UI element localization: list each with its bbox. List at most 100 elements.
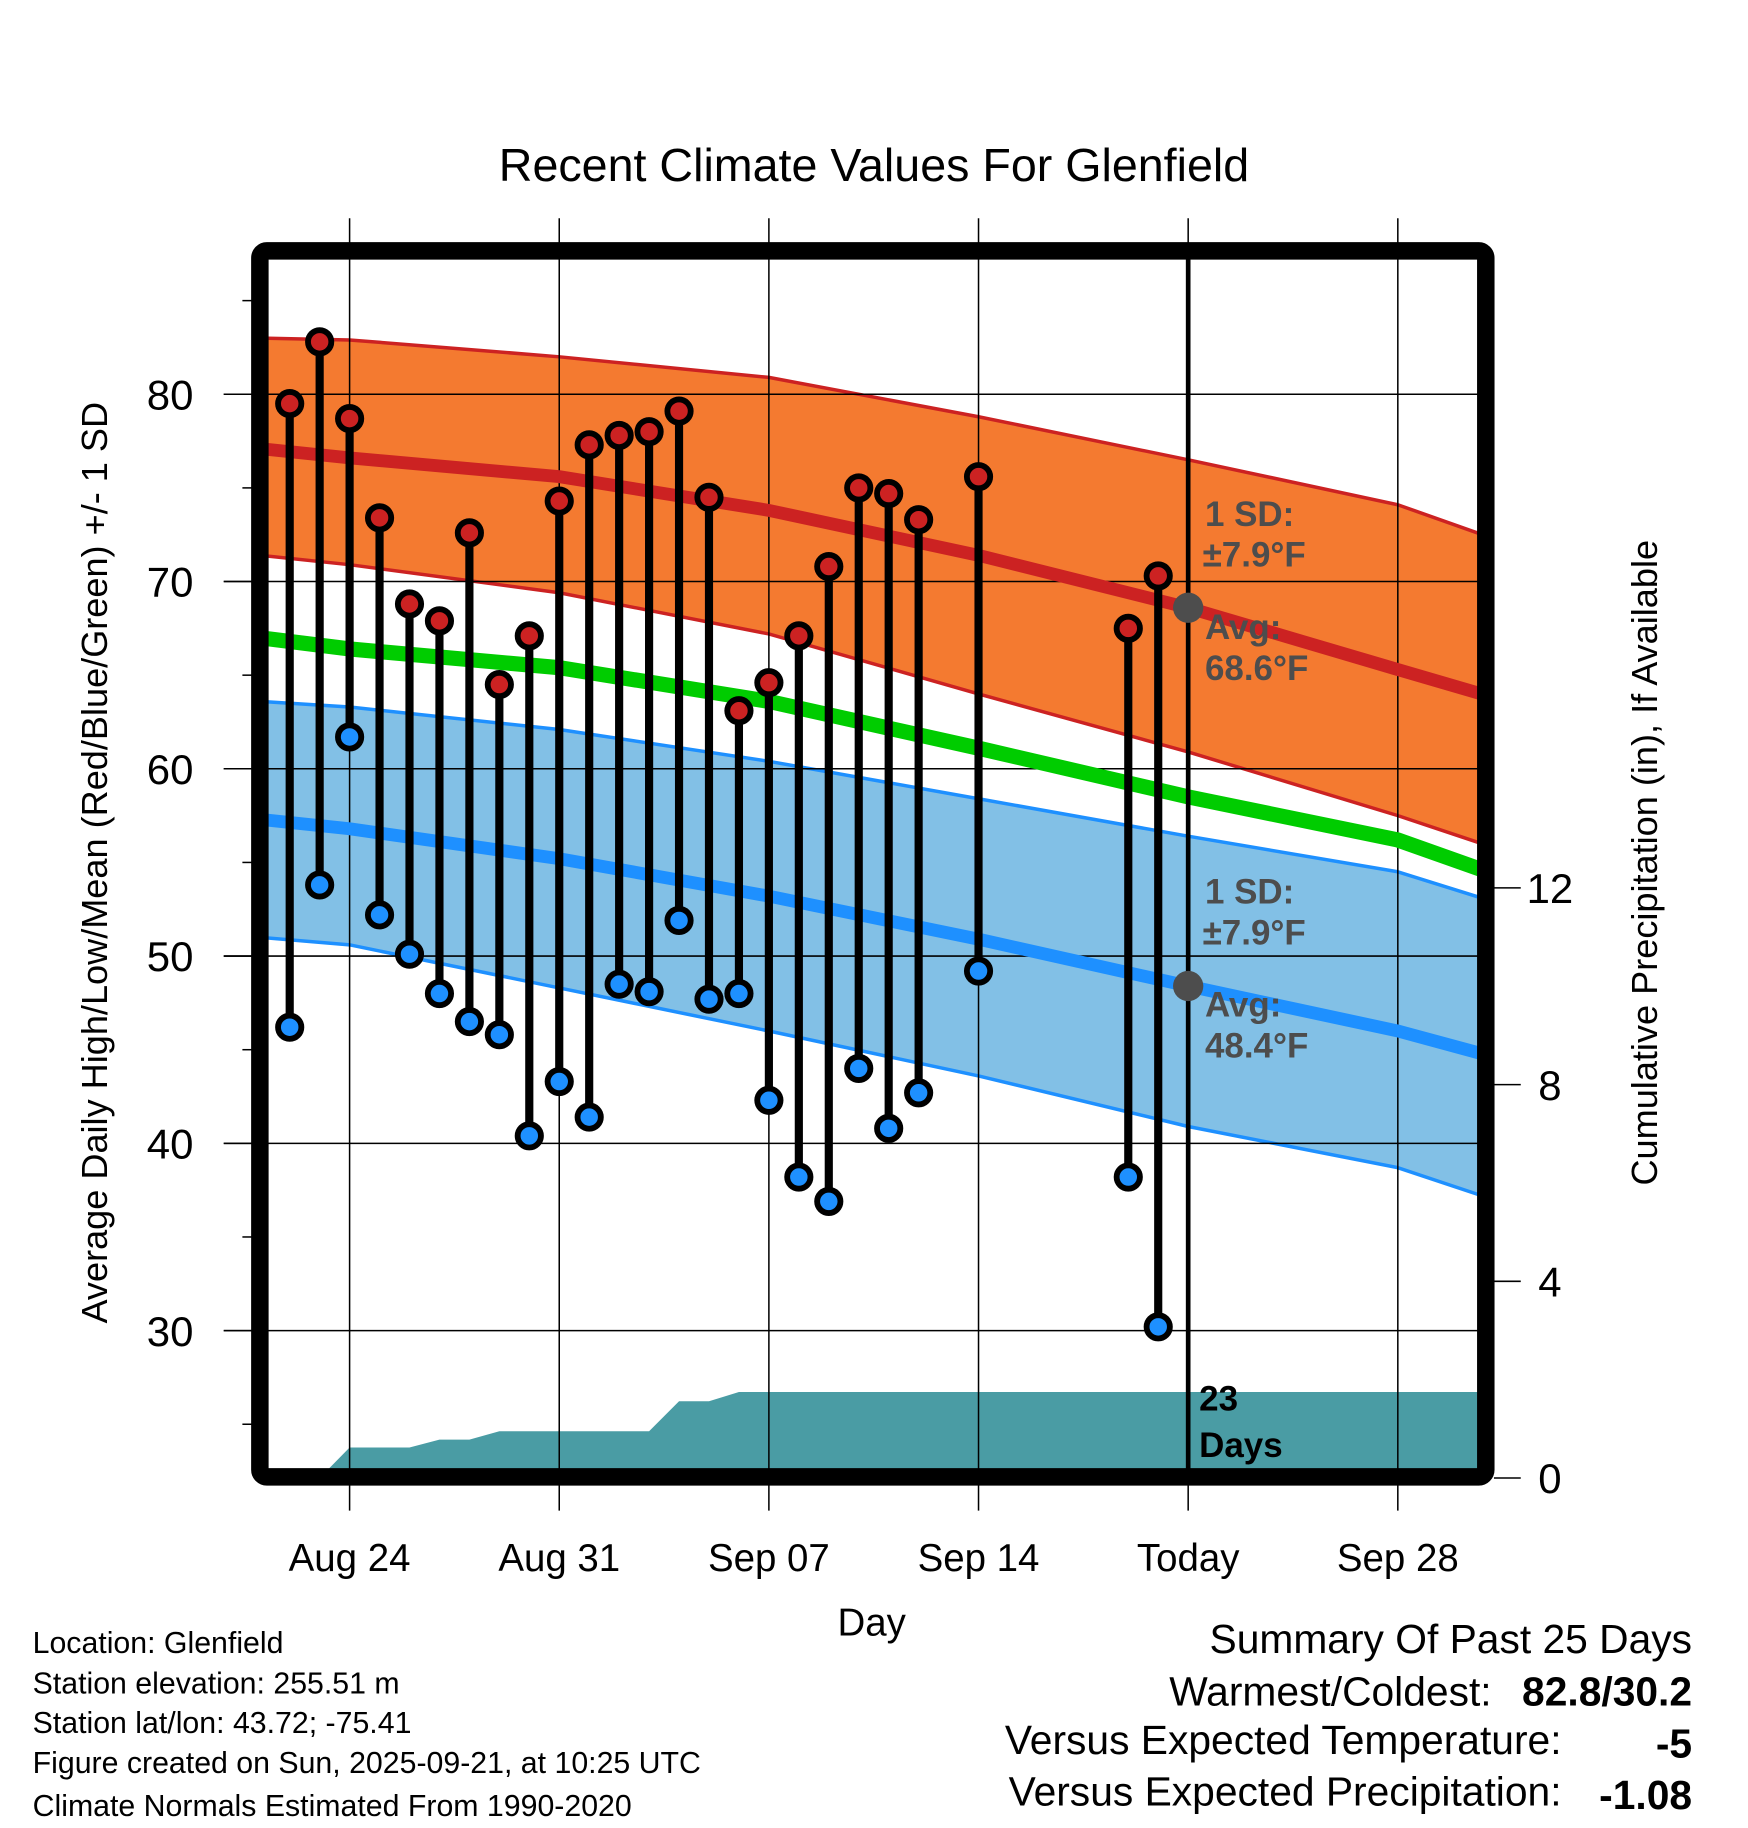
daily-low-point bbox=[454, 1007, 484, 1037]
daily-high-point bbox=[844, 473, 874, 503]
daily-low-point bbox=[664, 905, 694, 936]
daily-low-point bbox=[874, 1113, 904, 1143]
daily-high-point bbox=[335, 404, 365, 434]
normal-high-line bbox=[268, 442, 1478, 700]
warmest-label: Warmest/Coldest: bbox=[1169, 1668, 1491, 1714]
daily-high-point bbox=[694, 482, 724, 512]
y-tick-label: 50 bbox=[147, 933, 194, 980]
low-sd-label: 1 SD: bbox=[1205, 873, 1294, 912]
daily-high-point bbox=[364, 503, 395, 533]
high-sd-band bbox=[268, 338, 1478, 843]
y2-tick-label: 4 bbox=[1538, 1258, 1561, 1305]
low-sd-band bbox=[268, 701, 1478, 1195]
daily-low-point bbox=[724, 978, 754, 1009]
daily-low-point bbox=[364, 900, 395, 930]
daily-low-point bbox=[484, 1020, 514, 1050]
daily-high-point bbox=[275, 389, 305, 419]
axis-ticks: 30 40 50 60 70 80 0 4 8 12 Aug 24 Aug 31 Sep 07 Sep 1… bbox=[147, 299, 1574, 1580]
precip-area-group bbox=[328, 1391, 1478, 1469]
daily-high-point bbox=[604, 420, 634, 451]
daily-low-point bbox=[305, 870, 335, 900]
daily-low-point bbox=[814, 1186, 844, 1216]
x-axis-label: Day bbox=[837, 1601, 906, 1644]
daily-low-point bbox=[1143, 1312, 1173, 1342]
y2-tick-label: 8 bbox=[1538, 1062, 1561, 1109]
daily-high-point bbox=[484, 669, 514, 700]
daily-high-point bbox=[514, 621, 544, 651]
chart-title: Recent Climate Values For Glenfield bbox=[499, 139, 1249, 191]
daily-high-point bbox=[1113, 613, 1143, 643]
daily-high-point bbox=[574, 430, 604, 460]
y-tick-label: 70 bbox=[147, 559, 194, 606]
y-tick-label: 80 bbox=[147, 371, 194, 418]
daily-low-point bbox=[275, 1012, 305, 1042]
daily-low-point bbox=[634, 977, 664, 1007]
x-tick-label: Aug 24 bbox=[289, 1537, 411, 1580]
normal-mean-line bbox=[268, 631, 1478, 877]
y-tick-label: 30 bbox=[147, 1308, 194, 1355]
daily-low-point bbox=[394, 939, 425, 969]
high-avg-label: Avg: bbox=[1205, 608, 1281, 647]
footer-location: Location: Glenfield bbox=[33, 1627, 284, 1660]
daily-high-point bbox=[814, 551, 844, 582]
normal-bands bbox=[268, 336, 1478, 1197]
daily-low-point bbox=[424, 978, 455, 1009]
daily-low-point bbox=[544, 1066, 574, 1097]
footer-latlon: Station lat/lon: 43.72; -75.41 bbox=[33, 1707, 412, 1740]
footer-normals: Climate Normals Estimated From 1990-2020 bbox=[33, 1790, 632, 1823]
y-axis-label: Average Daily High/Low/Mean (Red/Blue/Gr… bbox=[74, 402, 115, 1324]
daily-low-point bbox=[574, 1102, 604, 1132]
normal-low-line bbox=[268, 813, 1478, 1060]
x-tick-label: Aug 31 bbox=[498, 1537, 620, 1580]
y2-tick-label: 0 bbox=[1538, 1455, 1561, 1502]
x-tick-label: Sep 28 bbox=[1337, 1537, 1459, 1580]
daily-high-point bbox=[963, 462, 994, 492]
low-avg-marker bbox=[1173, 970, 1204, 1002]
observed-points bbox=[275, 327, 1173, 1342]
days-count: 23 bbox=[1199, 1379, 1238, 1418]
daily-low-point bbox=[1113, 1162, 1143, 1192]
daily-low-point bbox=[694, 984, 724, 1014]
daily-low-point bbox=[844, 1053, 874, 1083]
x-tick-label: Today bbox=[1137, 1537, 1240, 1580]
y-tick-label: 40 bbox=[147, 1120, 194, 1167]
plot-frame bbox=[251, 242, 1495, 1486]
daily-high-point bbox=[784, 621, 814, 651]
y2-tick-label: 12 bbox=[1527, 865, 1574, 912]
high-avg-marker bbox=[1173, 592, 1204, 623]
y-tick-label: 60 bbox=[147, 746, 194, 793]
daily-high-point bbox=[724, 696, 754, 726]
daily-low-point bbox=[604, 969, 634, 999]
daily-low-point bbox=[904, 1078, 934, 1108]
low-avg-value: 48.4°F bbox=[1205, 1026, 1308, 1065]
average-markers bbox=[1173, 592, 1204, 1002]
footer-elevation: Station elevation: 255.51 m bbox=[33, 1668, 400, 1701]
y2-axis-label: Cumulative Precipitation (in), If Availa… bbox=[1624, 540, 1665, 1186]
daily-high-point bbox=[394, 589, 425, 619]
daily-high-point bbox=[544, 486, 574, 516]
daily-high-point bbox=[664, 396, 694, 426]
days-word: Days bbox=[1199, 1426, 1283, 1465]
daily-high-point bbox=[874, 478, 904, 509]
daily-high-point bbox=[1143, 561, 1173, 591]
x-tick-label: Sep 07 bbox=[708, 1537, 830, 1580]
warmest-value: 82.8/30.2 bbox=[1522, 1668, 1692, 1714]
summary-panel: Summary Of Past 25 Days Warmest/Coldest:… bbox=[1005, 1616, 1692, 1818]
high-lower-line bbox=[268, 554, 1478, 845]
precip-area bbox=[328, 1391, 1478, 1469]
summary-title: Summary Of Past 25 Days bbox=[1210, 1616, 1693, 1662]
daily-high-point bbox=[305, 327, 335, 357]
high-upper-line bbox=[268, 336, 1478, 535]
daily-low-point bbox=[963, 956, 994, 986]
annotations: 1 SD: ±7.9°F Avg: 68.6°F 1 SD: ±7.9°F Av… bbox=[1199, 495, 1308, 1465]
footer-created: Figure created on Sun, 2025-09-21, at 10… bbox=[33, 1747, 701, 1780]
daily-low-point bbox=[754, 1085, 784, 1115]
precip-vs-expected-label: Versus Expected Precipitation: bbox=[1009, 1768, 1562, 1814]
temp-vs-expected-value: -5 bbox=[1656, 1721, 1692, 1767]
high-sd-value: ±7.9°F bbox=[1203, 536, 1306, 575]
low-upper-line bbox=[268, 700, 1478, 899]
high-sd-label: 1 SD: bbox=[1205, 495, 1294, 534]
daily-low-point bbox=[784, 1162, 814, 1192]
daily-low-point bbox=[335, 722, 365, 752]
